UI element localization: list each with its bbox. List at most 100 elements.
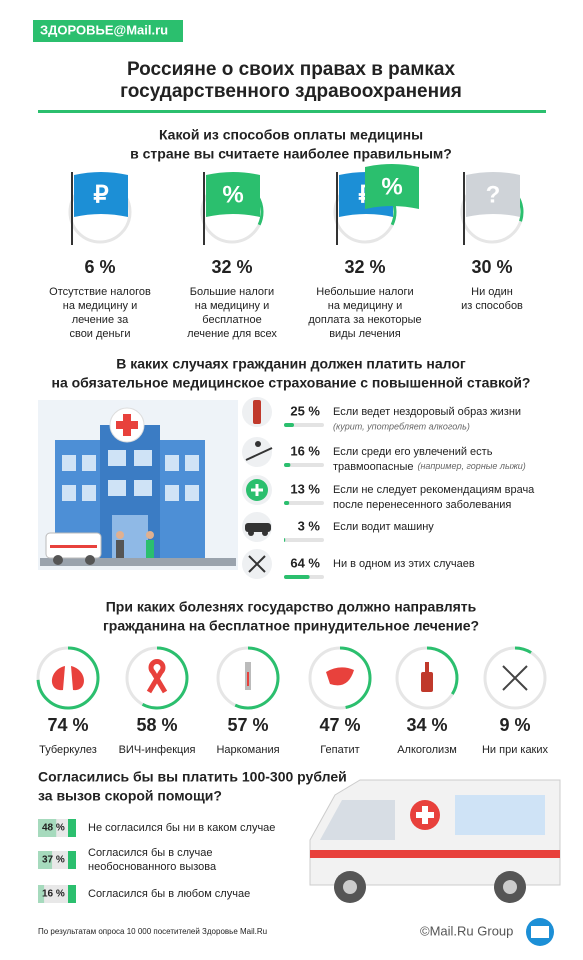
question: за вызов скорой помощи? <box>38 788 222 804</box>
percent: 32 % <box>211 257 252 277</box>
percent: 16 % <box>290 443 320 458</box>
item-text: травмоопасные (например, горные лыжи) <box>333 461 526 473</box>
badge-fill <box>38 851 53 869</box>
icon <box>245 447 273 461</box>
answer: Согласился бы в любом случае <box>88 888 250 900</box>
flag <box>365 164 419 209</box>
disease: Гепатит <box>320 744 359 756</box>
flag <box>74 172 128 217</box>
percent: 47 % <box>319 715 360 735</box>
bar-track <box>284 538 324 542</box>
percent: 32 % <box>344 257 385 277</box>
answer: Не согласился бы ни в каком случае <box>88 822 275 834</box>
badge-tip <box>68 851 76 869</box>
percent: 3 % <box>298 518 321 533</box>
icon <box>248 555 266 573</box>
percent-arc <box>141 646 189 710</box>
description: на медицину и <box>328 300 402 312</box>
answer: необоснованного вызова <box>88 861 217 873</box>
percent-arc <box>339 646 372 709</box>
copyright: ©Mail.Ru Group <box>420 923 513 938</box>
icon <box>255 441 261 447</box>
question: на обязательное медицинское страхование … <box>52 375 531 391</box>
description: лечение за <box>72 314 129 326</box>
percent: 16 % <box>42 889 65 900</box>
percent: 74 % <box>47 715 88 735</box>
bar <box>284 463 291 467</box>
percent-arc <box>426 646 459 695</box>
percent: 9 % <box>499 715 530 735</box>
percent: 48 % <box>42 823 65 834</box>
title: Россияне о своих правах в рамках <box>127 59 456 80</box>
flag <box>206 172 260 217</box>
icon <box>247 672 249 686</box>
bar-track <box>284 501 324 505</box>
icon <box>421 672 433 692</box>
badge-fill <box>38 819 57 837</box>
question: Какой из способов оплаты медицины <box>159 127 423 143</box>
question: гражданина на бесплатное принудительное … <box>103 618 479 634</box>
badge-tip <box>68 819 76 837</box>
percent: 6 % <box>84 257 115 277</box>
flag-symbol: % <box>381 173 402 200</box>
percent: 30 % <box>471 257 512 277</box>
title: государственного здравоохранения <box>120 81 462 102</box>
flag-symbol: % <box>222 181 243 208</box>
percent: 58 % <box>136 715 177 735</box>
description: лечение для всех <box>187 328 277 340</box>
bar <box>284 575 310 579</box>
description: доплата за некоторые <box>308 314 421 326</box>
item-text: Если водит машину <box>333 521 434 533</box>
badge <box>38 819 76 837</box>
flag <box>466 172 520 217</box>
answer: Согласился бы в случае <box>88 847 213 859</box>
bar-track <box>284 463 324 467</box>
flag-symbol: ₽ <box>93 181 108 208</box>
mail-envelope <box>531 926 549 938</box>
percent-arc <box>514 646 532 654</box>
badge-tip <box>68 885 76 903</box>
icon <box>251 484 263 496</box>
disease: Ни при каких <box>482 744 549 756</box>
item-text: Если ведет нездоровый образ жизни <box>333 406 521 418</box>
item-text: Ни в одном из этих случаев <box>333 558 475 570</box>
note: (курит, употребляет алкоголь) <box>333 421 470 431</box>
badge-fill <box>38 885 45 903</box>
question: При каких болезнях государство должно на… <box>106 599 477 615</box>
percent: 34 % <box>406 715 447 735</box>
icon <box>248 530 254 536</box>
item-text: после перенесенного заболевания <box>333 499 511 511</box>
question: в стране вы считаете наиболее правильным… <box>130 146 452 162</box>
icon <box>245 523 271 532</box>
description: Большие налоги <box>190 286 274 298</box>
icon <box>262 530 268 536</box>
ambulance-illustration <box>309 779 561 903</box>
percent: 57 % <box>227 715 268 735</box>
bar <box>284 501 290 505</box>
description: Отсутствие налогов <box>49 286 151 298</box>
hospital-illustration <box>38 400 238 570</box>
percent: 13 % <box>290 481 320 496</box>
description: Ни один <box>471 286 513 298</box>
logo-box <box>33 20 183 42</box>
bar-track <box>284 423 324 427</box>
item-text: Если не следует рекомендациям врача <box>333 484 535 496</box>
percent: 37 % <box>42 855 65 866</box>
badge <box>38 885 76 903</box>
icon-bg <box>242 437 272 467</box>
description: из способов <box>461 300 523 312</box>
description: Небольшие налоги <box>316 286 413 298</box>
badge <box>38 851 76 869</box>
description: на медицину и <box>195 300 269 312</box>
bar <box>284 538 286 542</box>
description: свои деньги <box>69 328 130 340</box>
icon <box>326 667 354 686</box>
flag-symbol: ? <box>486 181 501 208</box>
title-rule <box>38 110 546 113</box>
percent-arc <box>36 646 100 710</box>
percent: 25 % <box>290 403 320 418</box>
icon <box>253 400 261 424</box>
item-text: Если среди его увлечений есть <box>333 446 493 458</box>
